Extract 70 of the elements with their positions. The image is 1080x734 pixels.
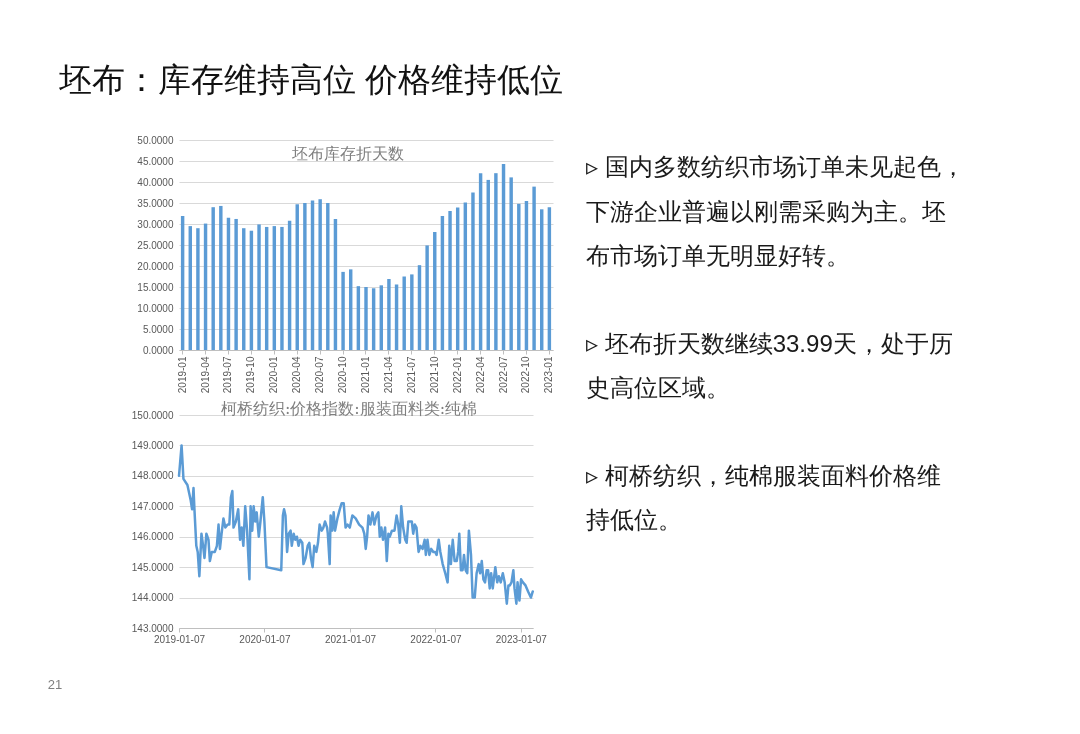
bar <box>196 228 200 350</box>
bar <box>318 199 322 350</box>
bar <box>303 203 307 350</box>
bar <box>517 203 521 350</box>
x-tick-label: 2022-10 <box>520 356 532 394</box>
x-tick-label: 2022-01-07 <box>410 633 462 645</box>
bar <box>509 177 513 350</box>
x-tick-label: 2022-07 <box>497 356 509 394</box>
bar <box>494 173 498 350</box>
chart-title: 柯桥纺织:价格指数:服装面料类:纯棉 <box>220 399 478 418</box>
y-tick-label: 15.0000 <box>137 281 174 293</box>
y-tick-label: 45.0000 <box>137 155 174 167</box>
y-tick-label: 50.0000 <box>137 134 174 146</box>
x-tick-label: 2020-04 <box>291 356 303 394</box>
y-tick-label: 10.0000 <box>137 302 174 314</box>
x-tick-label: 2020-07 <box>314 356 326 394</box>
y-tick-label: 144.0000 <box>131 592 174 604</box>
y-tick-label: 25.0000 <box>137 239 174 251</box>
x-tick-label: 2019-01-07 <box>153 633 206 645</box>
x-tick-label: 2019-07 <box>222 356 234 394</box>
y-tick-label: 40.0000 <box>137 176 174 188</box>
x-tick-label: 2023-01 <box>543 356 555 394</box>
y-tick-label: 145.0000 <box>131 561 174 573</box>
x-tick-label: 2022-04 <box>474 356 486 394</box>
bar <box>280 226 284 350</box>
y-tick-label: 35.0000 <box>137 197 174 209</box>
text: ▹ 国内多数纺织市场订单未见起色，下游企业普遍以刚需采购为主。坯布市场订单无明显好转。 <box>586 153 965 269</box>
y-tick-label: 143.0000 <box>131 622 174 634</box>
x-tick-label: 2020-01 <box>268 356 280 394</box>
x-tick-label: 2022-01 <box>451 356 463 394</box>
y-tick-label: 5.0000 <box>142 323 174 335</box>
x-tick-label: 2021-07 <box>405 356 417 394</box>
bar <box>425 245 429 350</box>
y-tick-label: 20.0000 <box>137 260 174 272</box>
y-tick-label: 147.0000 <box>131 500 174 512</box>
x-tick-label: 2021-01-07 <box>324 633 377 645</box>
text: 21 <box>47 677 63 692</box>
x-tick-label: 2021-01 <box>360 356 371 394</box>
x-tick-label: 2023-01-07 <box>495 633 548 645</box>
y-tick-label: 0.0000 <box>142 344 174 356</box>
bar <box>219 205 223 350</box>
x-tick-label: 2019-01 <box>176 356 188 394</box>
bar <box>532 186 536 350</box>
bar <box>448 210 452 350</box>
x-tick-label: 2021-10 <box>428 356 440 394</box>
bar <box>410 274 414 350</box>
text: 坯布：库存维持高位 价格维持低位 <box>58 61 564 98</box>
line-series <box>177 444 535 605</box>
bar <box>326 203 330 350</box>
x-tick-label: 2020-01-07 <box>239 633 291 645</box>
x-tick-label: 2020-10 <box>337 356 349 394</box>
x-tick-label: 2019-10 <box>245 356 257 394</box>
x-tick-label: 2019-04 <box>199 356 211 394</box>
y-tick-label: 30.0000 <box>137 218 174 230</box>
x-tick-label: 2021-04 <box>382 356 394 394</box>
chart-title: 坯布库存折天数 <box>291 144 404 163</box>
bar <box>364 287 368 350</box>
bar <box>387 279 391 350</box>
text: ▹ 柯桥纺织，纯棉服装面料价格维持低位。 <box>586 461 941 533</box>
bar <box>234 218 238 350</box>
bar <box>211 207 215 350</box>
bar <box>341 271 345 350</box>
y-tick-label: 146.0000 <box>131 531 174 543</box>
y-tick-label: 150.0000 <box>131 409 174 421</box>
y-tick-label: 149.0000 <box>131 439 174 451</box>
bar <box>257 224 261 350</box>
bar <box>471 192 475 350</box>
text: ▹ 坯布折天数继续33.99天，处于历史高位区域。 <box>586 329 953 401</box>
y-tick-label: 148.0000 <box>131 470 174 482</box>
bar <box>402 276 406 350</box>
